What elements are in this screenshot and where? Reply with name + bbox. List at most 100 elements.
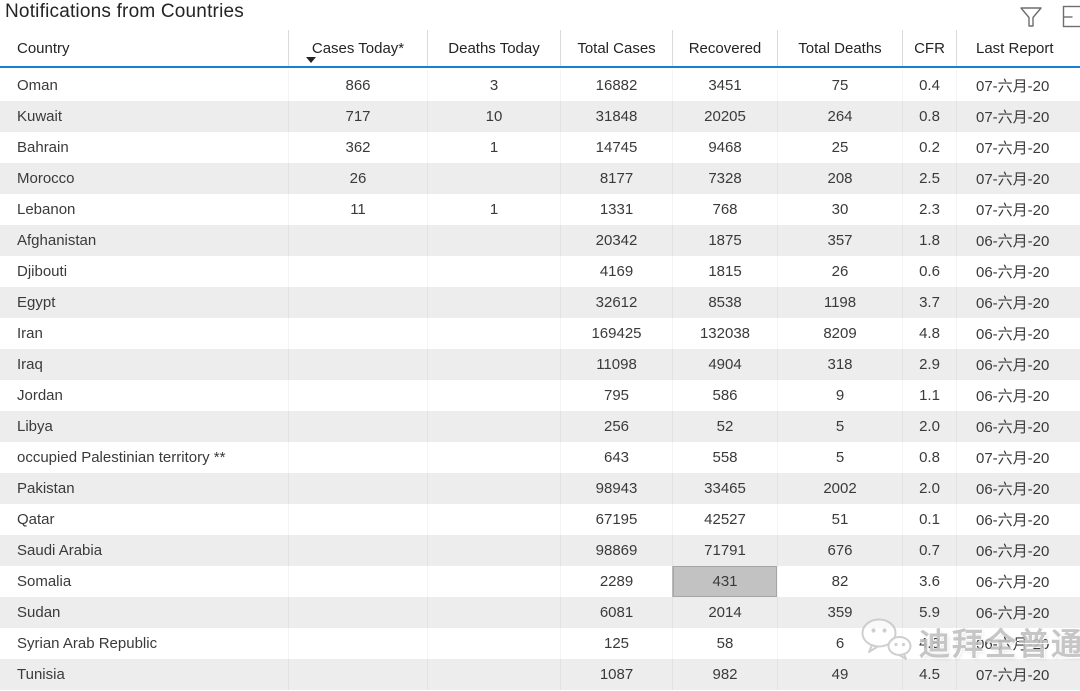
cell-cfr[interactable]: 0.8 [902, 101, 956, 132]
cell-total-cases[interactable]: 1331 [560, 194, 672, 225]
cell-country[interactable]: Morocco [17, 170, 75, 187]
cell-cases-today[interactable]: 26 [288, 163, 427, 194]
cell-last-report[interactable]: 06-六月-20 [956, 318, 1080, 349]
cell-recovered[interactable]: 8538 [672, 287, 777, 318]
cell-cfr[interactable]: 0.8 [902, 442, 956, 473]
cell-last-report[interactable]: 07-六月-20 [956, 163, 1080, 194]
cell-recovered[interactable]: 431 [672, 566, 777, 597]
cell-cfr[interactable]: 0.4 [902, 70, 956, 101]
table-row[interactable]: Kuwait 717 10 31848 20205 264 0.8 07-六月-… [0, 101, 1080, 132]
cell-total-deaths[interactable]: 9 [777, 380, 902, 411]
cell-country[interactable]: Iran [17, 325, 43, 342]
table-row[interactable]: Morocco 26 8177 7328 208 2.5 07-六月-20 [0, 163, 1080, 194]
cell-total-deaths[interactable]: 25 [777, 132, 902, 163]
column-header-deaths-today[interactable]: Deaths Today [427, 30, 560, 66]
cell-cases-today[interactable] [288, 411, 427, 442]
cell-deaths-today[interactable] [427, 318, 560, 349]
cell-cfr[interactable]: 4.5 [902, 659, 956, 690]
column-header-last-report[interactable]: Last Report [956, 30, 1080, 66]
table-row[interactable]: Afghanistan 20342 1875 357 1.8 06-六月-20 [0, 225, 1080, 256]
table-row[interactable]: Oman 866 3 16882 3451 75 0.4 07-六月-20 [0, 70, 1080, 101]
cell-recovered[interactable]: 3451 [672, 70, 777, 101]
column-header-total-cases[interactable]: Total Cases [560, 30, 672, 66]
cell-cfr[interactable]: 5.9 [902, 597, 956, 628]
cell-cfr[interactable]: 2.0 [902, 411, 956, 442]
cell-country[interactable]: Lebanon [17, 201, 76, 218]
cell-total-deaths[interactable]: 318 [777, 349, 902, 380]
column-header-recovered[interactable]: Recovered [672, 30, 777, 66]
cell-deaths-today[interactable] [427, 442, 560, 473]
cell-recovered[interactable]: 982 [672, 659, 777, 690]
cell-last-report[interactable]: 07-六月-20 [956, 194, 1080, 225]
cell-recovered[interactable]: 33465 [672, 473, 777, 504]
cell-cfr[interactable]: 0.1 [902, 504, 956, 535]
cell-total-deaths[interactable]: 359 [777, 597, 902, 628]
cell-deaths-today[interactable] [427, 535, 560, 566]
cell-recovered[interactable]: 1815 [672, 256, 777, 287]
cell-last-report[interactable]: 06-六月-20 [956, 256, 1080, 287]
cell-total-deaths[interactable]: 49 [777, 659, 902, 690]
cell-cases-today[interactable] [288, 256, 427, 287]
table-row[interactable]: Pakistan 98943 33465 2002 2.0 06-六月-20 [0, 473, 1080, 504]
cell-total-deaths[interactable]: 75 [777, 70, 902, 101]
table-row[interactable]: Tunisia 1087 982 49 4.5 07-六月-20 [0, 659, 1080, 690]
cell-last-report[interactable]: 06-六月-20 [956, 597, 1080, 628]
cell-cfr[interactable]: 4.8 [902, 318, 956, 349]
cell-country[interactable]: Pakistan [17, 480, 75, 497]
filter-funnel-icon[interactable] [1018, 4, 1044, 35]
cell-total-cases[interactable]: 31848 [560, 101, 672, 132]
table-row[interactable]: Qatar 67195 42527 51 0.1 06-六月-20 [0, 504, 1080, 535]
cell-total-cases[interactable]: 98943 [560, 473, 672, 504]
cell-last-report[interactable]: 06-六月-20 [956, 380, 1080, 411]
cell-cases-today[interactable]: 866 [288, 70, 427, 101]
cell-total-deaths[interactable]: 2002 [777, 473, 902, 504]
cell-cases-today[interactable] [288, 287, 427, 318]
focus-mode-icon[interactable] [1062, 5, 1080, 34]
cell-cfr[interactable]: 0.6 [902, 256, 956, 287]
cell-total-deaths[interactable]: 51 [777, 504, 902, 535]
cell-cases-today[interactable] [288, 628, 427, 659]
cell-cfr[interactable]: 0.2 [902, 132, 956, 163]
cell-last-report[interactable]: 07-六月-20 [956, 442, 1080, 473]
cell-deaths-today[interactable] [427, 225, 560, 256]
cell-total-cases[interactable]: 98869 [560, 535, 672, 566]
cell-recovered[interactable]: 20205 [672, 101, 777, 132]
cell-cfr[interactable]: 3.6 [902, 566, 956, 597]
cell-last-report[interactable]: 07-六月-20 [956, 132, 1080, 163]
cell-country[interactable]: Sudan [17, 604, 61, 621]
cell-last-report[interactable]: 06-六月-20 [956, 349, 1080, 380]
cell-cfr[interactable]: 2.9 [902, 349, 956, 380]
cell-cases-today[interactable] [288, 349, 427, 380]
cell-recovered[interactable]: 2014 [672, 597, 777, 628]
cell-deaths-today[interactable]: 10 [427, 101, 560, 132]
cell-total-deaths[interactable]: 676 [777, 535, 902, 566]
cell-cfr[interactable]: 4.8 [902, 628, 956, 659]
cell-country[interactable]: Somalia [17, 573, 72, 590]
cell-cfr[interactable]: 2.5 [902, 163, 956, 194]
cell-recovered[interactable]: 768 [672, 194, 777, 225]
cell-total-cases[interactable]: 795 [560, 380, 672, 411]
cell-cfr[interactable]: 1.8 [902, 225, 956, 256]
cell-country[interactable]: Djibouti [17, 263, 68, 280]
cell-total-deaths[interactable]: 30 [777, 194, 902, 225]
cell-last-report[interactable]: 07-六月-20 [956, 70, 1080, 101]
cell-country[interactable]: Tunisia [17, 666, 65, 683]
cell-deaths-today[interactable] [427, 256, 560, 287]
cell-country[interactable]: Iraq [17, 356, 43, 373]
cell-total-deaths[interactable]: 1198 [777, 287, 902, 318]
cell-cases-today[interactable] [288, 225, 427, 256]
cell-cfr[interactable]: 1.1 [902, 380, 956, 411]
cell-total-deaths[interactable]: 264 [777, 101, 902, 132]
cell-total-cases[interactable]: 6081 [560, 597, 672, 628]
cell-cfr[interactable]: 2.3 [902, 194, 956, 225]
cell-recovered[interactable]: 1875 [672, 225, 777, 256]
cell-country[interactable]: occupied Palestinian territory ** [17, 449, 226, 466]
cell-cases-today[interactable] [288, 380, 427, 411]
cell-total-cases[interactable]: 256 [560, 411, 672, 442]
cell-cases-today[interactable] [288, 659, 427, 690]
cell-recovered[interactable]: 9468 [672, 132, 777, 163]
cell-recovered[interactable]: 52 [672, 411, 777, 442]
cell-country[interactable]: Saudi Arabia [17, 542, 103, 559]
cell-cases-today[interactable]: 362 [288, 132, 427, 163]
cell-country[interactable]: Libya [17, 418, 53, 435]
